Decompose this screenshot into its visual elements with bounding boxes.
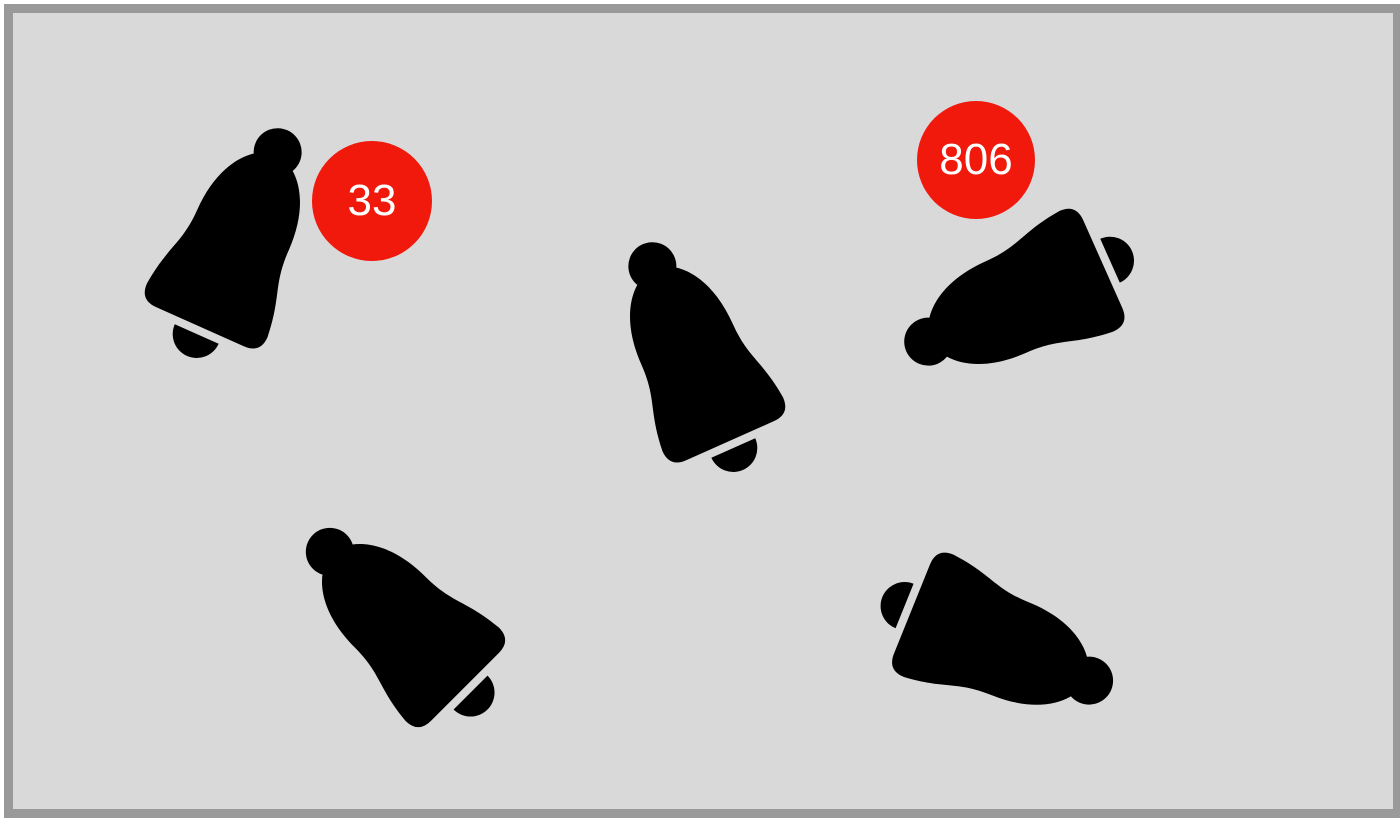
notification-bell-5[interactable]: [845, 489, 1157, 801]
notification-bell-3[interactable]: [857, 145, 1174, 462]
bell-icon: [880, 552, 1114, 705]
notification-canvas: 33 806: [4, 4, 1400, 818]
notification-bell-1[interactable]: [81, 81, 398, 398]
notification-count-badge[interactable]: 806: [917, 101, 1035, 219]
bell-icon: [144, 128, 302, 359]
notification-bell-2[interactable]: [533, 195, 850, 512]
notification-bell-4[interactable]: [227, 449, 566, 788]
notification-count-badge[interactable]: 33: [312, 141, 432, 261]
bell-icon: [904, 208, 1135, 366]
bell-icon: [305, 527, 506, 728]
bell-icon: [628, 242, 786, 473]
